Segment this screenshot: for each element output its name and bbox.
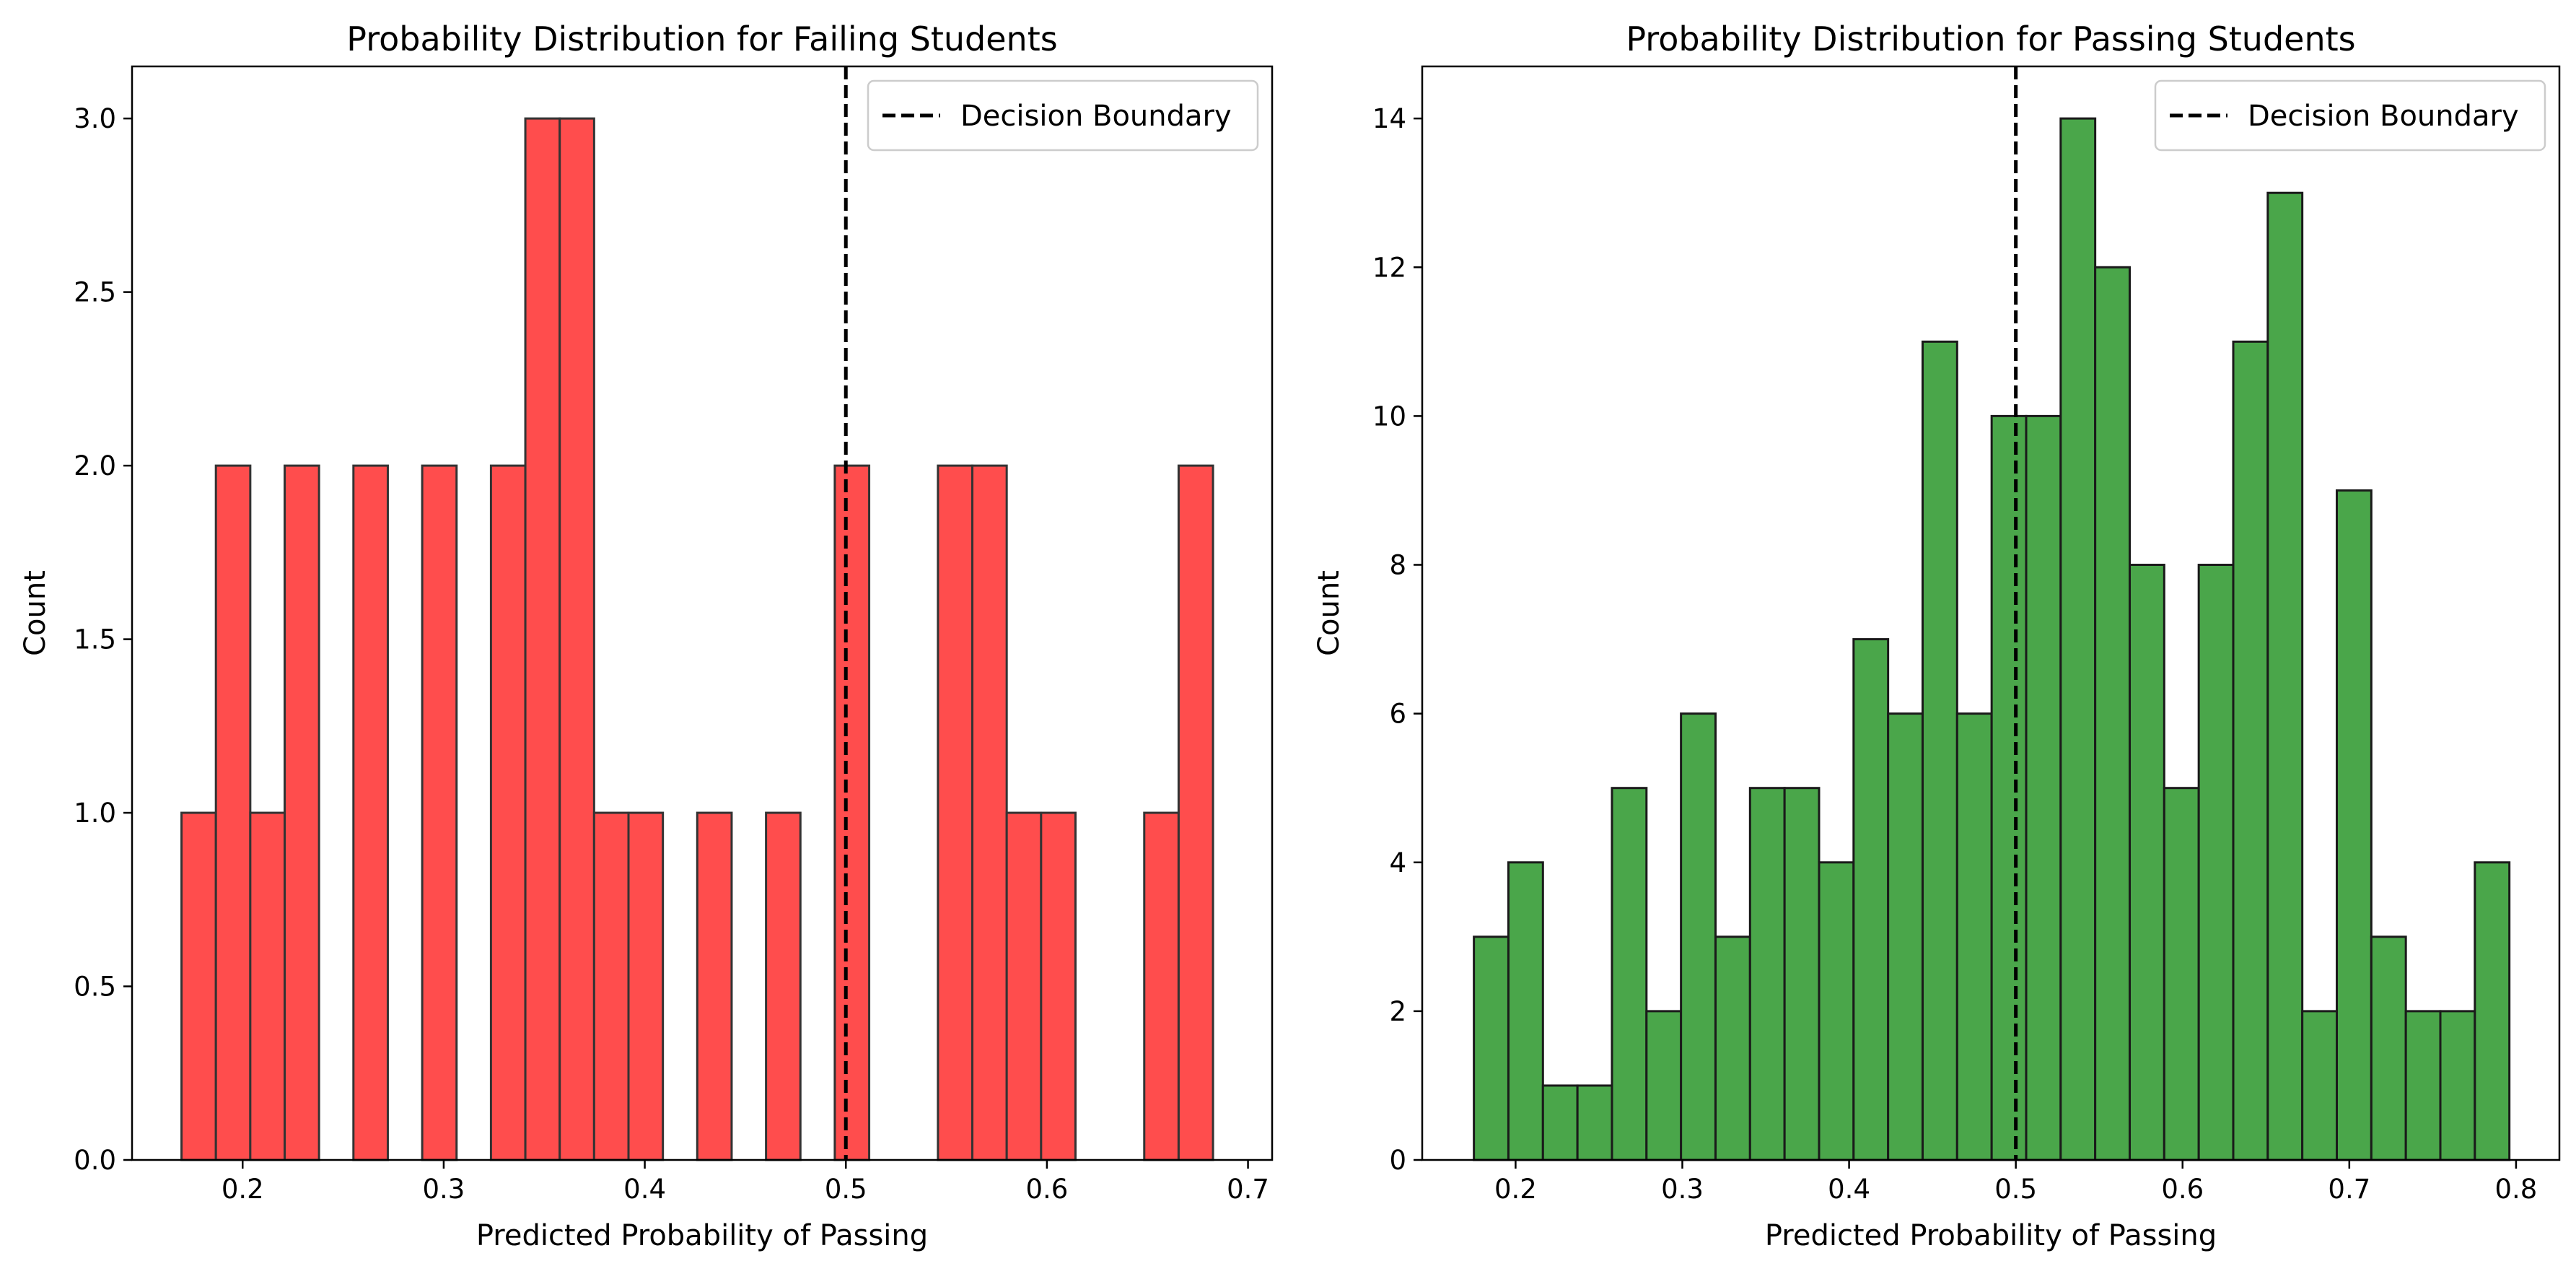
histogram-bar [1680,712,1717,1161]
y-tick-label: 2.5 [74,277,116,308]
y-tick-label: 3.0 [74,103,116,134]
y-tick-label: 10 [1372,401,1406,432]
chart-right: 0.2 0.3 0.4 0.5 0.6 0.7 0.8 0 2 4 6 8 10 12 14 Probabil… [1313,19,2561,1252]
histogram-bar [1990,414,2028,1161]
histogram-bar [284,464,320,1161]
x-tick-label: 0.6 [2161,1174,2204,1205]
histogram-bar [352,464,389,1161]
y-tick-label: 1.0 [74,798,116,829]
histogram-bar [1783,787,1821,1161]
x-tick-label: 0.7 [2328,1174,2370,1205]
x-tick-label: 0.3 [1661,1174,1704,1205]
histogram-bar [2404,1010,2442,1161]
histogram-bar [1887,712,1924,1161]
histogram-bar [1473,935,1510,1161]
y-tick-label: 0.5 [74,972,116,1003]
histogram-bar [1143,811,1180,1161]
histogram-bar [180,811,217,1161]
y-tick-label: 0.0 [74,1145,116,1176]
histogram-bar [971,464,1008,1161]
x-tick-label: 0.6 [1025,1174,1068,1205]
y-tick-label: 8 [1389,550,1406,581]
y-tick-label: 2 [1389,996,1406,1027]
y-tick-label: 4 [1389,847,1406,878]
x-tick-label: 0.3 [423,1174,465,1205]
x-tick-label: 0.5 [1994,1174,2037,1205]
histogram-bar [558,117,595,1161]
x-tick-label: 0.2 [1494,1174,1537,1205]
x-axis-label: Predicted Probability of Passing [1765,1219,2217,1252]
y-axis-label: Count [1313,570,1346,656]
y-tick-label: 14 [1372,103,1406,134]
histogram-bar [2439,1010,2476,1161]
histogram-bar [2025,414,2062,1161]
histogram-bar [1748,787,1786,1161]
histogram-bar [592,811,630,1161]
histogram-bar [2197,564,2235,1161]
legend-box [2154,79,2546,152]
legend: Decision Boundary [867,79,1259,152]
legend-label: Decision Boundary [2248,100,2519,133]
histogram-bar [249,811,286,1161]
histogram-bar [489,464,527,1161]
y-tick-label: 0 [1389,1145,1406,1176]
histogram-bar [2370,935,2407,1161]
x-axis-label: Predicted Probability of Passing [476,1219,928,1252]
histogram-bar [1645,1010,1683,1161]
x-tick-label: 0.8 [2494,1174,2537,1205]
chart-title: Probability Distribution for Passing Stu… [1626,19,2355,58]
plot-frame [131,65,1274,1161]
histogram-bar [1611,787,1648,1161]
histogram-bar [1955,712,1993,1161]
x-tick-label: 0.5 [825,1174,867,1205]
x-tick-label: 0.4 [623,1174,666,1205]
histogram-bar [2301,1010,2339,1161]
plot-frame [1421,65,2561,1161]
y-tick-label: 1.5 [74,624,116,655]
histogram-bar [2163,787,2200,1161]
histogram-bar [2059,117,2097,1161]
x-tick-label: 0.7 [1227,1174,1269,1205]
histogram-bar [1714,935,1751,1161]
histogram-bar [765,811,802,1161]
y-tick-label: 12 [1372,252,1406,283]
histogram-bar [421,464,458,1161]
x-tick-label: 0.4 [1828,1174,1870,1205]
histogram-bar [214,464,252,1161]
y-tick-label: 2.0 [74,450,116,481]
histogram-bar [2128,564,2165,1161]
histogram-bar [1177,464,1214,1161]
chart-left: 0.2 0.3 0.4 0.5 0.6 0.7 0.0 0.5 1.0 1.5 2.0 2.5 3.0 P… [19,19,1274,1252]
histogram-bar [1852,638,1890,1161]
histogram-bar [524,117,561,1161]
legend-label: Decision Boundary [960,100,1232,133]
histogram-bar [1921,340,1958,1161]
histogram-bar [937,464,974,1161]
histogram-bar [2094,266,2131,1161]
histogram-bar [1576,1084,1613,1161]
chart-title: Probability Distribution for Failing Stu… [346,19,1057,58]
histogram-bar [2474,861,2511,1161]
histogram-bar [2336,489,2373,1161]
histogram-bar [833,464,871,1161]
histogram-bar [1040,811,1077,1161]
x-tick-label: 0.2 [222,1174,264,1205]
histogram-bar [627,811,665,1161]
legend-box [867,79,1259,152]
histogram-bar [1541,1084,1579,1161]
histogram-bar [1005,811,1043,1161]
histogram-bar [1507,861,1544,1161]
histogram-bar [1818,861,1855,1161]
y-tick-label: 6 [1389,699,1406,730]
y-axis-label: Count [19,570,52,656]
histogram-bar [2232,340,2269,1161]
histogram-bar [696,811,733,1161]
legend: Decision Boundary [2154,79,2546,152]
histogram-bar [2266,191,2304,1161]
